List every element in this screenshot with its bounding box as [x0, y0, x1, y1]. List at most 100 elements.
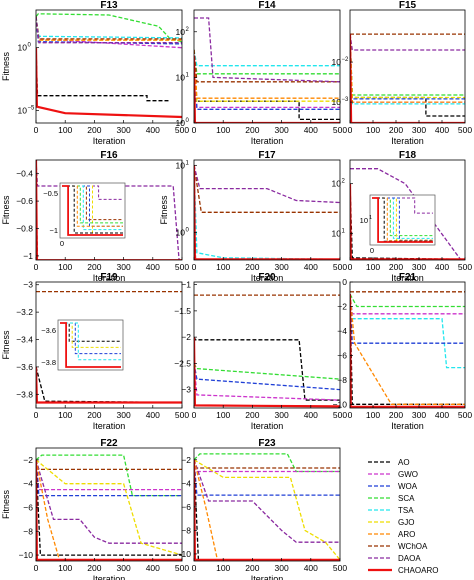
- inset-series-tsa: [60, 322, 121, 361]
- legend-label: WOA: [398, 482, 418, 491]
- axes-frame: [193, 447, 341, 562]
- series-chaoaro: [36, 366, 182, 404]
- y-axis-label: Fitness: [1, 195, 11, 225]
- x-tick-label: 100: [58, 262, 72, 272]
- series-gjo: [194, 459, 340, 561]
- y-tick-label: −3.6: [16, 362, 33, 372]
- axes-frame: [349, 9, 466, 124]
- series-gjo: [36, 459, 182, 556]
- series-wchoa: [194, 49, 340, 83]
- x-tick-label: 100: [366, 410, 380, 420]
- y-tick-label: 10: [176, 160, 186, 170]
- chart-f23: 0 100 200 300 400 500 −2 −4 −6 −8 −10 F23 Iteration: [177, 438, 348, 580]
- y-tick-label: −0.8: [16, 223, 33, 233]
- series-sca: [194, 49, 340, 75]
- chart-title: F21: [399, 272, 417, 283]
- x-tick-label: 200: [389, 410, 403, 420]
- x-tick-label: 500: [333, 563, 347, 573]
- series-sca: [350, 293, 465, 308]
- x-tick-label: 300: [117, 563, 131, 573]
- y-tick-label: 0: [342, 277, 347, 287]
- chart-title: F14: [258, 0, 276, 11]
- series-ao: [194, 336, 340, 401]
- series-gwo: [36, 459, 182, 491]
- chart-f20: 0 100 200 300 400 500−1−1.5−2−2.5−3F20Iterati…: [174, 272, 347, 431]
- x-tick-label: 100: [216, 410, 230, 420]
- legend-label: DAOA: [398, 554, 421, 563]
- axes-frame: [35, 159, 183, 261]
- series-ao: [36, 459, 182, 556]
- y-tick-exponent: 1: [186, 160, 190, 166]
- y-tick-label: 10: [332, 57, 342, 67]
- axes-frame: [193, 159, 341, 261]
- y-tick-label: 10: [176, 118, 186, 128]
- series-sca: [194, 453, 340, 473]
- x-axis-label: Iteration: [391, 273, 424, 283]
- x-tick-label: 0: [192, 563, 197, 573]
- y-axis-label: Fitness: [159, 195, 169, 225]
- legend-label: AO: [398, 458, 410, 467]
- chart-f16: 0 100 200 300 400 500−0.4−0.6−0.8−1F16Iterati…: [1, 150, 189, 283]
- legend-item-woa: WOA: [368, 482, 418, 491]
- x-tick-label: 0: [34, 410, 39, 420]
- x-tick-label: 0: [192, 410, 197, 420]
- y-tick-label: −0.4: [16, 169, 33, 179]
- x-axis-label: Iteration: [391, 421, 424, 431]
- series-chaoaro: [350, 34, 465, 123]
- x-axis-label: Iteration: [251, 421, 284, 431]
- chart-title: F18: [399, 150, 417, 161]
- x-tick-label: 300: [275, 563, 289, 573]
- chart-f19: 0 100 200 300 400 500−3−3.2−3.4−3.6−3.8F19Ite…: [1, 272, 189, 431]
- inset-x-label: 0: [370, 246, 374, 255]
- inset-zoom: −3.6 −3.8: [41, 319, 124, 371]
- x-axis-label: Iteration: [391, 136, 424, 146]
- x-axis-label: Iteration: [251, 574, 284, 580]
- x-tick-label: 400: [304, 563, 318, 573]
- chart-title: F23: [258, 438, 276, 449]
- x-tick-label: 200: [245, 410, 259, 420]
- inset-y-label: −3.6: [41, 326, 56, 335]
- chart-f22: 0 100 200 300 400 500 −2 −4 −6 −8 −10 F22 Iteration F…: [1, 438, 189, 580]
- y-tick-label: −3.4: [16, 335, 33, 345]
- y-tick-label: −3.8: [16, 389, 33, 399]
- x-tick-label: 0: [192, 125, 197, 135]
- legend-label: ARO: [398, 530, 415, 539]
- x-tick-label: 100: [366, 125, 380, 135]
- y-tick-label: 10: [332, 97, 342, 107]
- inset-series-chaoaro: [62, 185, 123, 236]
- chart-title: F19: [100, 272, 118, 283]
- plot-area: [194, 294, 340, 408]
- y-tick-label: −4: [337, 326, 347, 336]
- series-woa: [194, 459, 340, 496]
- legend-box: [364, 454, 456, 578]
- x-tick-label: 300: [117, 410, 131, 420]
- series-wchoa: [36, 459, 182, 471]
- chart-title: F13: [100, 0, 118, 11]
- axes-frame: [35, 447, 183, 562]
- x-tick-label: 500: [175, 125, 189, 135]
- series-tsa: [350, 34, 465, 105]
- x-tick-label: 500: [458, 262, 472, 272]
- inset-series-daoa: [62, 185, 123, 200]
- plot-area: [36, 13, 182, 119]
- plot-area: [350, 291, 465, 408]
- x-tick-label: 500: [458, 125, 472, 135]
- x-tick-label: 0: [192, 262, 197, 272]
- x-tick-label: 100: [58, 410, 72, 420]
- x-tick-label: 100: [216, 125, 230, 135]
- x-tick-label: 0: [348, 262, 353, 272]
- series-chaoaro: [36, 47, 182, 119]
- y-tick-label: −1: [181, 280, 191, 290]
- y-tick-label: −2: [181, 455, 191, 465]
- x-axis-label: Iteration: [93, 136, 126, 146]
- x-tick-label: 400: [146, 563, 160, 573]
- chart-title: F17: [258, 150, 276, 161]
- series-aro: [350, 294, 465, 405]
- series-wchoa: [194, 459, 340, 469]
- series-ao: [194, 459, 340, 561]
- inset-series-chaoaro: [60, 322, 121, 368]
- series-ao: [36, 47, 171, 102]
